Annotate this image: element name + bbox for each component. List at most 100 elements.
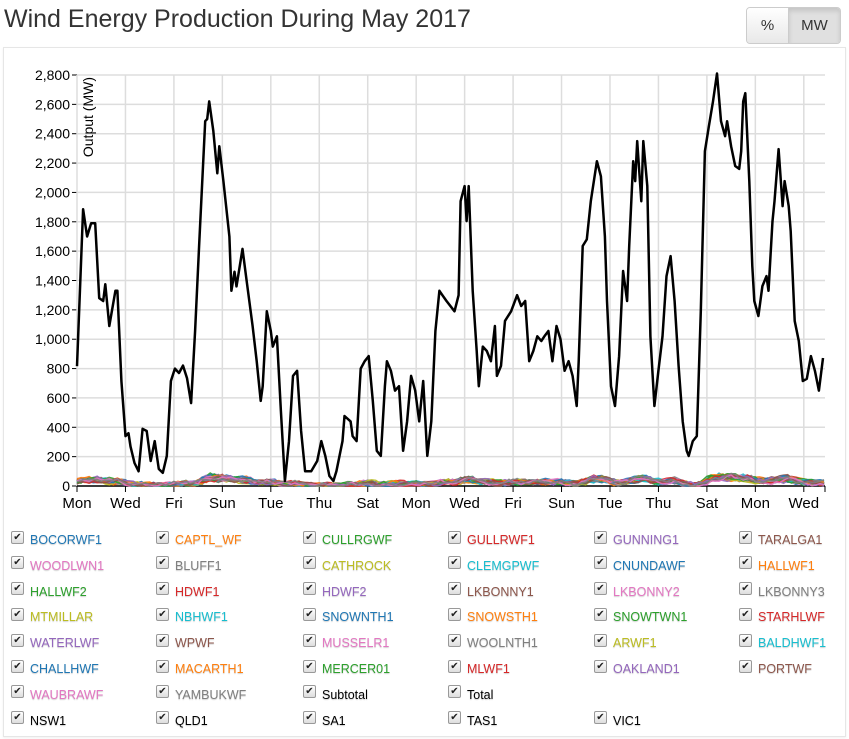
- checkbox[interactable]: [156, 633, 169, 647]
- legend-item-waubrawf[interactable]: WAUBRAWF: [11, 685, 104, 703]
- legend-item-subtotal[interactable]: Subtotal: [303, 685, 368, 703]
- legend-item-macarth1[interactable]: MACARTH1: [156, 659, 244, 677]
- x-tick-label: Mon: [741, 495, 770, 512]
- checkbox[interactable]: [448, 530, 461, 544]
- legend-label: YAMBUKWF: [175, 687, 247, 702]
- legend-item-oakland1[interactable]: OAKLAND1: [594, 659, 680, 677]
- checkbox[interactable]: [303, 530, 316, 544]
- checkbox[interactable]: [448, 607, 461, 621]
- legend-item-taralga1[interactable]: TARALGA1: [739, 530, 822, 548]
- checkbox[interactable]: [448, 556, 461, 570]
- checkbox[interactable]: [156, 659, 169, 673]
- legend-label: BOCORWF1: [30, 533, 102, 547]
- legend-item-tas1[interactable]: TAS1: [448, 711, 497, 729]
- legend-item-baldhwf1[interactable]: BALDHWF1: [739, 633, 826, 651]
- legend-item-hallwf2[interactable]: HALLWF2: [11, 582, 87, 600]
- mw-button[interactable]: MW: [789, 8, 840, 43]
- legend-item-vic1[interactable]: VIC1: [594, 711, 641, 729]
- checkbox[interactable]: [448, 711, 461, 725]
- checkbox[interactable]: [11, 685, 24, 699]
- legend-item-starhlwf[interactable]: STARHLWF: [739, 607, 825, 625]
- checkbox[interactable]: [594, 582, 607, 596]
- legend-item-arwf1[interactable]: ARWF1: [594, 633, 657, 651]
- checkbox[interactable]: [303, 685, 316, 699]
- checkbox[interactable]: [11, 633, 24, 647]
- legend-item-wpwf[interactable]: WPWF: [156, 633, 215, 651]
- checkbox[interactable]: [11, 711, 24, 725]
- checkbox[interactable]: [11, 607, 24, 621]
- legend-item-mtmillar[interactable]: MTMILLAR: [11, 607, 93, 625]
- legend-item-yambukwf[interactable]: YAMBUKWF: [156, 685, 247, 703]
- checkbox[interactable]: [11, 530, 24, 544]
- legend-item-waterlwf[interactable]: WATERLWF: [11, 633, 99, 651]
- legend-item-snownth1[interactable]: SNOWNTH1: [303, 607, 394, 625]
- legend-item-woodlwn1[interactable]: WOODLWN1: [11, 556, 104, 574]
- y-tick-label: 2,600: [35, 96, 70, 112]
- legend-item-bocorwf1[interactable]: BOCORWF1: [11, 530, 102, 548]
- legend-item-lkbonny3[interactable]: LKBONNY3: [739, 582, 825, 600]
- legend-item-captl-wf[interactable]: CAPTL_WF: [156, 530, 242, 548]
- checkbox[interactable]: [594, 607, 607, 621]
- legend-item-cathrock[interactable]: CATHROCK: [303, 556, 391, 574]
- legend-item-mlwf1[interactable]: MLWF1: [448, 659, 510, 677]
- legend-item-mercer01[interactable]: MERCER01: [303, 659, 390, 677]
- legend-item-gunning1[interactable]: GUNNING1: [594, 530, 679, 548]
- legend-item-lkbonny1[interactable]: LKBONNY1: [448, 582, 534, 600]
- legend-item-bluff1[interactable]: BLUFF1: [156, 556, 222, 574]
- checkbox[interactable]: [156, 530, 169, 544]
- checkbox[interactable]: [739, 607, 752, 621]
- legend-label: WAUBRAWF: [30, 687, 104, 702]
- checkbox[interactable]: [156, 711, 169, 725]
- checkbox[interactable]: [156, 582, 169, 596]
- checkbox[interactable]: [303, 556, 316, 570]
- checkbox[interactable]: [594, 633, 607, 647]
- checkbox[interactable]: [594, 659, 607, 673]
- checkbox[interactable]: [739, 530, 752, 544]
- checkbox[interactable]: [11, 582, 24, 596]
- legend-item-qld1[interactable]: QLD1: [156, 711, 208, 729]
- legend-item-hdwf2[interactable]: HDWF2: [303, 582, 366, 600]
- checkbox[interactable]: [303, 711, 316, 725]
- checkbox[interactable]: [11, 556, 24, 570]
- legend-item-total[interactable]: Total: [448, 685, 493, 703]
- checkbox[interactable]: [303, 633, 316, 647]
- legend-item-hdwf1[interactable]: HDWF1: [156, 582, 219, 600]
- checkbox[interactable]: [594, 556, 607, 570]
- percent-button[interactable]: %: [747, 8, 789, 43]
- checkbox[interactable]: [448, 582, 461, 596]
- checkbox[interactable]: [156, 685, 169, 699]
- legend-item-lkbonny2[interactable]: LKBONNY2: [594, 582, 680, 600]
- checkbox[interactable]: [156, 607, 169, 621]
- x-tick-label: Fri: [504, 495, 522, 512]
- legend-item-musselr1[interactable]: MUSSELR1: [303, 633, 389, 651]
- checkbox[interactable]: [594, 530, 607, 544]
- legend-item-portwf[interactable]: PORTWF: [739, 659, 812, 677]
- legend-item-snowtwn1[interactable]: SNOWTWN1: [594, 607, 687, 625]
- checkbox[interactable]: [448, 633, 461, 647]
- checkbox[interactable]: [739, 659, 752, 673]
- legend-item-hallwf1[interactable]: HALLWF1: [739, 556, 815, 574]
- legend-item-nbhwf1[interactable]: NBHWF1: [156, 607, 228, 625]
- legend-item-clemgpwf[interactable]: CLEMGPWF: [448, 556, 539, 574]
- legend-item-challhwf[interactable]: CHALLHWF: [11, 659, 99, 677]
- checkbox[interactable]: [11, 659, 24, 673]
- legend-item-gullrwf1[interactable]: GULLRWF1: [448, 530, 535, 548]
- checkbox[interactable]: [739, 633, 752, 647]
- checkbox[interactable]: [448, 659, 461, 673]
- checkbox[interactable]: [448, 685, 461, 699]
- y-tick-label: 800: [47, 361, 71, 377]
- checkbox[interactable]: [594, 711, 607, 725]
- checkbox[interactable]: [739, 582, 752, 596]
- checkbox[interactable]: [303, 607, 316, 621]
- checkbox[interactable]: [156, 556, 169, 570]
- checkbox[interactable]: [739, 556, 752, 570]
- checkbox[interactable]: [303, 582, 316, 596]
- legend-item-woolnth1[interactable]: WOOLNTH1: [448, 633, 538, 651]
- legend-item-nsw1[interactable]: NSW1: [11, 711, 66, 729]
- legend-label: WOOLNTH1: [467, 636, 538, 651]
- checkbox[interactable]: [303, 659, 316, 673]
- legend-item-sa1[interactable]: SA1: [303, 711, 346, 729]
- legend-item-cullrgwf[interactable]: CULLRGWF: [303, 530, 392, 548]
- legend-item-snowsth1[interactable]: SNOWSTH1: [448, 607, 538, 625]
- legend-item-cnundawf[interactable]: CNUNDAWF: [594, 556, 685, 574]
